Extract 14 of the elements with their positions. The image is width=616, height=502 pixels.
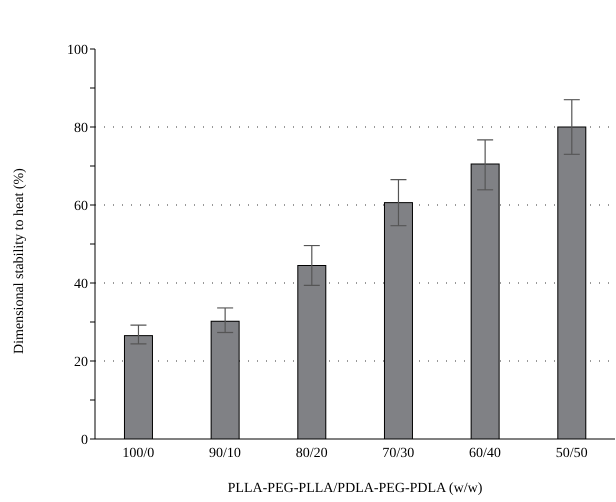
- x-tick-label: 50/50: [556, 446, 588, 461]
- x-tick-label: 100/0: [122, 446, 154, 461]
- x-tick-label: 80/20: [296, 446, 328, 461]
- y-tick-label: 100: [67, 42, 88, 58]
- x-tick-label: 60/40: [469, 446, 501, 461]
- y-tick-label: 0: [81, 432, 88, 448]
- x-tick-label: 90/10: [209, 446, 241, 461]
- x-tick-label: 70/30: [382, 446, 414, 461]
- x-axis-title: PLLA-PEG-PLLA/PDLA-PEG-PDLA (w/w): [228, 481, 483, 496]
- y-tick-label: 80: [74, 120, 88, 136]
- y-tick-label: 40: [74, 276, 88, 292]
- y-tick-label: 60: [74, 198, 88, 214]
- y-axis-title: Dimensional stability to heat (%): [12, 168, 27, 354]
- y-tick-label: 20: [74, 354, 88, 370]
